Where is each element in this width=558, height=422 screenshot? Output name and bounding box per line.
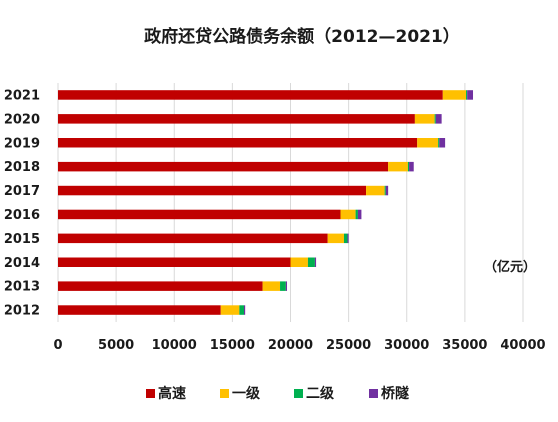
x-tick-label: 40000 — [500, 338, 545, 353]
legend: 高速 一级 二级 桥隧 — [146, 385, 409, 402]
x-tick-label: 10000 — [152, 338, 197, 353]
bar-segment — [340, 209, 356, 220]
bar-segment — [239, 305, 244, 315]
bar-segment — [58, 305, 221, 315]
legend-label: 二级 — [306, 385, 335, 402]
bar-row — [58, 114, 442, 124]
bar-row — [58, 138, 446, 148]
bar-segment — [435, 114, 442, 124]
legend-item: 高速 — [146, 385, 186, 402]
legend-label: 桥隧 — [381, 385, 409, 402]
bar-segment — [417, 138, 439, 148]
legend-item: 一级 — [220, 385, 261, 402]
y-tick-label: 2013 — [4, 280, 40, 295]
bar-segment — [58, 90, 443, 100]
bar-segment — [262, 281, 281, 291]
y-tick-label: 2019 — [4, 136, 40, 151]
bar-segment — [466, 90, 468, 100]
bar-segment — [343, 233, 348, 244]
bar-segment — [314, 257, 317, 267]
y-tick-label: 2014 — [4, 256, 40, 271]
legend-label: 高速 — [158, 385, 186, 402]
bar-segment — [58, 114, 415, 124]
bar-segment — [58, 257, 291, 267]
bar-row — [58, 233, 349, 244]
bar-segment — [244, 305, 246, 315]
bar-segment — [307, 257, 315, 267]
bar-segment — [414, 114, 435, 124]
y-axis-labels: 2021 2020 2019 2018 2017 2016 2015 2014 2013 2012 — [4, 88, 40, 318]
legend-swatch — [294, 389, 303, 398]
bar-segment — [58, 209, 341, 220]
bar-segment — [467, 90, 474, 100]
bar-segment — [58, 185, 367, 196]
x-tick-label: 25000 — [326, 338, 371, 353]
bar-segment — [347, 233, 349, 244]
bar-row — [58, 281, 288, 291]
legend-swatch — [369, 389, 378, 398]
x-tick-label: 5000 — [98, 338, 134, 353]
bar-segment — [442, 90, 467, 100]
bar-groups — [58, 90, 474, 315]
bar-segment — [357, 209, 362, 220]
legend-swatch — [220, 389, 229, 398]
bar-segment — [280, 281, 286, 291]
y-tick-label: 2015 — [4, 232, 40, 247]
legend-label: 一级 — [232, 385, 261, 402]
bar-segment — [58, 233, 328, 244]
bar-segment — [58, 281, 263, 291]
bar-row — [58, 257, 317, 267]
bar-segment — [438, 138, 440, 148]
bar-row — [58, 90, 474, 100]
bar-segment — [409, 161, 414, 172]
bar-segment — [388, 161, 408, 172]
bar-row — [58, 161, 414, 172]
bar-segment — [385, 185, 389, 196]
y-tick-label: 2012 — [4, 304, 40, 319]
bar-segment — [58, 161, 389, 172]
x-tick-label: 0 — [53, 338, 62, 353]
bar-segment — [355, 209, 358, 220]
y-tick-label: 2016 — [4, 208, 40, 223]
chart-title: 政府还贷公路债务余额（2012—2021） — [144, 26, 460, 47]
bar-segment — [366, 185, 385, 196]
y-tick-label: 2017 — [4, 184, 40, 199]
bar-segment — [58, 138, 418, 148]
x-tick-label: 35000 — [442, 338, 487, 353]
bar-segment — [220, 305, 240, 315]
bar-segment — [285, 281, 288, 291]
y-tick-label: 2020 — [4, 112, 40, 127]
x-tick-label: 30000 — [384, 338, 429, 353]
bar-segment — [327, 233, 344, 244]
legend-item: 二级 — [294, 385, 335, 402]
bar-row — [58, 185, 389, 196]
bar-row — [58, 209, 362, 220]
bar-segment — [384, 185, 386, 196]
legend-swatch — [146, 389, 155, 398]
y-tick-label: 2018 — [4, 160, 40, 175]
bar-segment — [290, 257, 308, 267]
x-tick-label: 20000 — [268, 338, 313, 353]
x-tick-label: 15000 — [210, 338, 255, 353]
bar-segment — [434, 114, 436, 124]
y-tick-label: 2021 — [4, 88, 40, 103]
bar-segment — [407, 161, 410, 172]
bar-row — [58, 305, 246, 315]
unit-label: （亿元） — [484, 259, 536, 275]
bar-segment — [439, 138, 446, 148]
x-axis-labels: 0 5000 10000 15000 20000 25000 30000 35000 40000 — [53, 338, 545, 353]
legend-item: 桥隧 — [369, 385, 409, 402]
